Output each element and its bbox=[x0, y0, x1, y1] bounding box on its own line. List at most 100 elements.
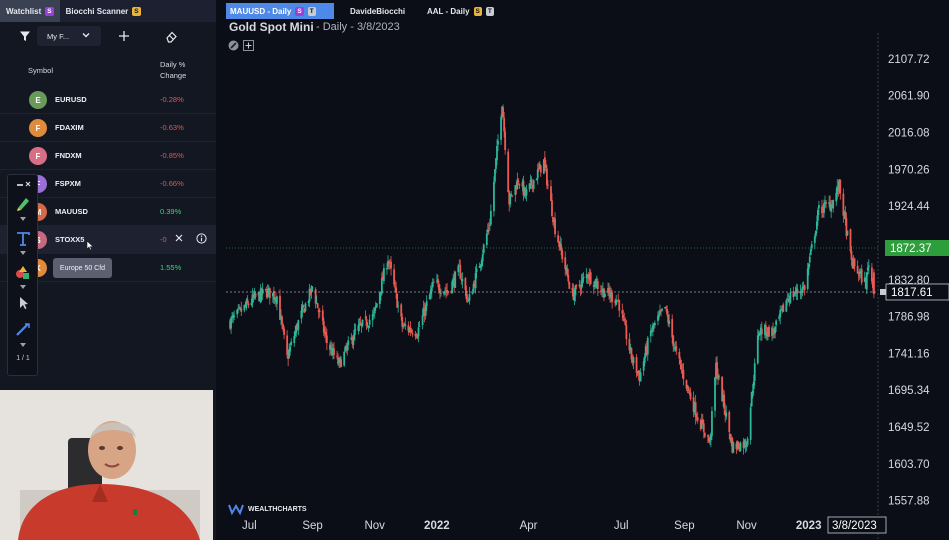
watchlist-selector[interactable]: My F... bbox=[37, 26, 101, 46]
candle-body bbox=[411, 332, 414, 335]
candle-body bbox=[581, 278, 584, 282]
watchlist-row[interactable]: E EURUSD -0.28% bbox=[0, 86, 216, 114]
toolbar-handle-icon[interactable] bbox=[14, 177, 32, 193]
tab-aal-badge-s: S bbox=[473, 6, 482, 16]
candle-body bbox=[659, 311, 661, 314]
tab-watchlist[interactable]: Watchlist S bbox=[0, 0, 60, 22]
candle-body bbox=[710, 434, 712, 441]
candle-body bbox=[535, 178, 538, 181]
candle-body bbox=[664, 306, 666, 309]
shapes-icon[interactable] bbox=[14, 265, 32, 281]
crosshair-date-label: 3/8/2023 bbox=[832, 520, 877, 532]
pencil-icon[interactable] bbox=[14, 195, 32, 211]
candle-body bbox=[404, 324, 407, 326]
candle-body bbox=[594, 278, 597, 287]
candle-body bbox=[814, 230, 817, 236]
candle-body bbox=[329, 344, 331, 350]
y-tick-label: 2061.90 bbox=[888, 91, 930, 103]
candle-body bbox=[696, 417, 699, 421]
y-tick-label: 1557.88 bbox=[888, 496, 930, 508]
candle-body bbox=[402, 326, 405, 328]
candle-body bbox=[485, 233, 488, 246]
candle-body bbox=[735, 443, 738, 449]
candlestick-chart-svg[interactable]: 2107.722061.902016.081970.261924.441832.… bbox=[226, 19, 949, 540]
expand-arrow-icon[interactable] bbox=[14, 215, 32, 223]
candle-body bbox=[853, 258, 856, 267]
expand-arrow-icon[interactable] bbox=[14, 249, 32, 257]
tab-davidebiocchi[interactable]: DavideBiocchi bbox=[336, 3, 411, 19]
presenter-video-image bbox=[0, 390, 213, 540]
remove-icon[interactable] bbox=[175, 234, 183, 242]
symbol-avatar: F bbox=[29, 147, 47, 165]
watchlist-row[interactable]: F FDAXIM -0.63% bbox=[0, 114, 216, 142]
candle-body bbox=[415, 334, 418, 337]
candle-body bbox=[682, 369, 685, 380]
candle-body bbox=[516, 179, 519, 190]
candle-body bbox=[428, 294, 431, 300]
tab-mauusd-daily[interactable]: MAUUSD - Daily S T bbox=[226, 3, 334, 19]
price-chart[interactable]: 2107.72 2061.90 2016.08 1970.26 1924.44 1832.… bbox=[226, 19, 949, 540]
candle-body bbox=[482, 244, 485, 253]
text-tool-icon[interactable] bbox=[14, 231, 32, 247]
info-icon[interactable] bbox=[196, 233, 207, 244]
daily-change: 1.55% bbox=[160, 263, 182, 272]
expand-arrow-icon[interactable] bbox=[14, 341, 32, 349]
candle-body bbox=[638, 372, 641, 382]
candle-body bbox=[315, 302, 318, 304]
candle-body bbox=[687, 386, 690, 391]
candle-body bbox=[700, 419, 703, 429]
candle-body bbox=[800, 291, 803, 293]
candle-body bbox=[781, 305, 784, 310]
add-symbol-icon[interactable] bbox=[118, 30, 130, 42]
expand-arrow-icon[interactable] bbox=[14, 283, 32, 291]
webcam-overlay bbox=[0, 390, 213, 540]
candle-body bbox=[565, 267, 568, 271]
candle-body bbox=[261, 289, 264, 294]
candle-body bbox=[479, 264, 482, 268]
candle-body bbox=[375, 303, 378, 308]
candle-body bbox=[837, 186, 840, 192]
candle-body bbox=[674, 347, 677, 349]
last-price-label-bg bbox=[885, 239, 949, 256]
tab-aal-daily[interactable]: AAL - Daily S T bbox=[413, 3, 503, 19]
watchlist-panel: Watchlist S Biocchi Scanner S My F... Sy… bbox=[0, 0, 216, 540]
add-indicator-icon[interactable] bbox=[243, 40, 254, 51]
candle-body bbox=[643, 356, 646, 364]
candle-body bbox=[364, 317, 367, 319]
candle-body bbox=[836, 186, 839, 195]
candle-body bbox=[609, 292, 611, 298]
candle-body bbox=[611, 292, 614, 302]
watchlist-row[interactable]: F FNDXM -0.85% bbox=[0, 142, 216, 170]
candle-body bbox=[851, 260, 854, 268]
chart-subtitle: - Daily - 3/8/2023 bbox=[316, 21, 400, 33]
x-tick-label: Jul bbox=[614, 520, 629, 532]
candle-body bbox=[389, 262, 391, 264]
candle-body bbox=[283, 328, 285, 335]
candle-body bbox=[693, 403, 696, 413]
eraser-icon[interactable] bbox=[165, 30, 178, 43]
candle-body bbox=[460, 278, 463, 280]
candle-body bbox=[666, 309, 669, 315]
candle-body bbox=[706, 435, 709, 437]
measure-tool-icon[interactable] bbox=[14, 321, 32, 337]
candle-body bbox=[508, 191, 511, 205]
candle-body bbox=[865, 272, 868, 290]
column-header-symbol[interactable]: Symbol bbox=[28, 66, 54, 75]
candle-body bbox=[802, 286, 805, 288]
candle-body bbox=[767, 327, 769, 335]
candle-body bbox=[618, 300, 621, 311]
tab-biocchi-scanner[interactable]: Biocchi Scanner S bbox=[60, 0, 147, 22]
candle-body bbox=[716, 361, 718, 377]
y-tick-label: 1970.26 bbox=[888, 164, 930, 176]
candle-body bbox=[614, 300, 617, 303]
candle-body bbox=[825, 202, 827, 204]
pointer-icon[interactable] bbox=[14, 295, 32, 311]
chart-settings-icon[interactable] bbox=[228, 40, 239, 51]
column-header-daily-change[interactable]: Daily % Change bbox=[160, 60, 187, 80]
candle-body bbox=[547, 184, 549, 186]
candle-body bbox=[272, 290, 275, 300]
filter-icon[interactable] bbox=[19, 30, 31, 42]
candle-body bbox=[454, 272, 457, 288]
candle-body bbox=[808, 256, 811, 263]
candle-body bbox=[575, 285, 578, 286]
